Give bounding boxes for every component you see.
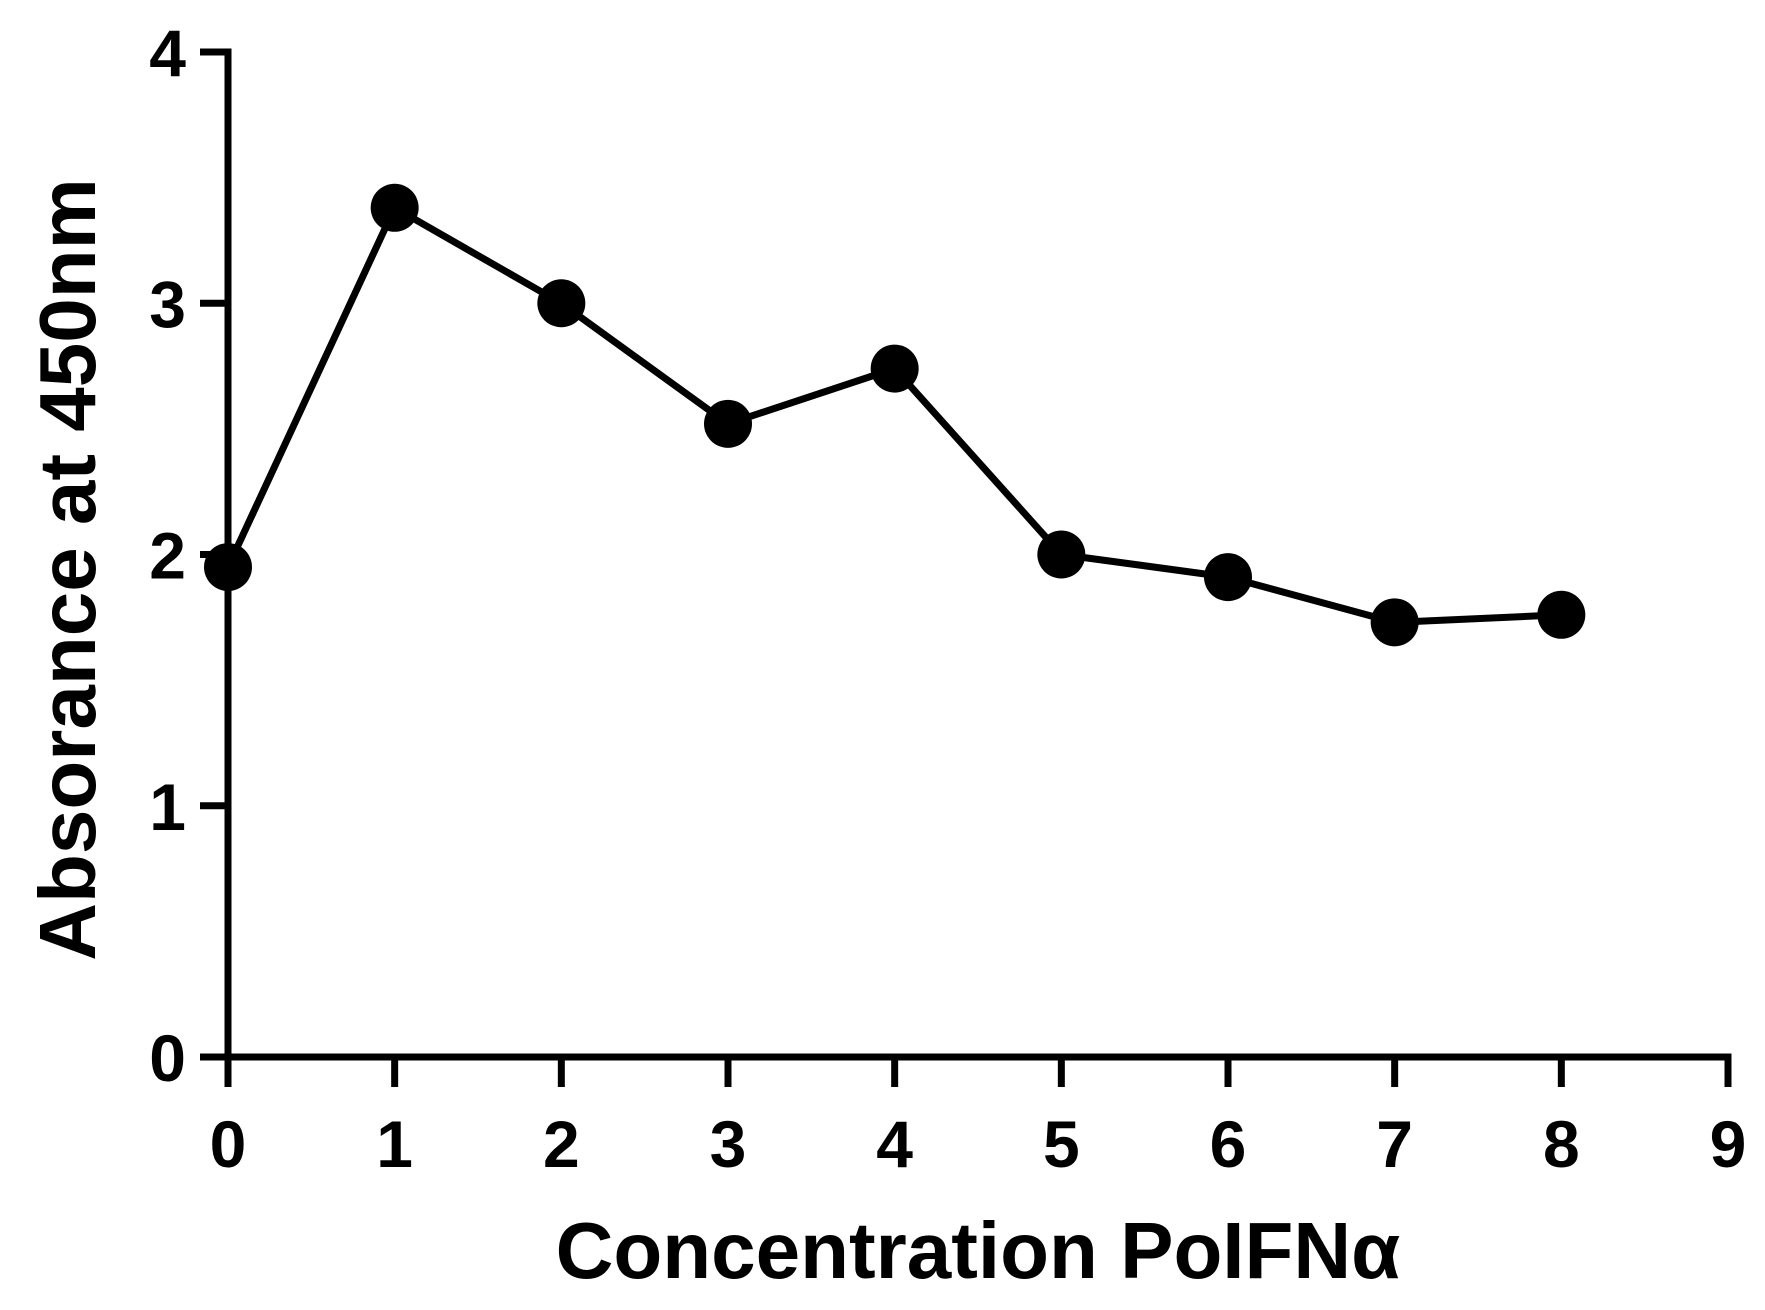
data-point [370, 183, 419, 232]
x-axis-label: Concentration PoIFNα [556, 1206, 1401, 1295]
y-tick-label: 2 [149, 519, 186, 593]
data-point [537, 279, 586, 328]
x-tick-label: 7 [1376, 1107, 1413, 1181]
data-point [1204, 553, 1252, 602]
x-tick-label: 1 [376, 1107, 413, 1181]
y-tick-label: 0 [149, 1021, 186, 1095]
data-point [1370, 598, 1419, 647]
x-tick-label: 4 [876, 1107, 913, 1181]
x-tick-label: 9 [1710, 1107, 1747, 1181]
series-line [224, 204, 1562, 626]
series-group [204, 183, 1586, 647]
data-point [870, 344, 919, 393]
y-tick-label: 3 [149, 267, 186, 341]
axes [224, 48, 1732, 1061]
x-tick-label: 5 [1043, 1107, 1080, 1181]
x-tick-label: 2 [543, 1107, 580, 1181]
x-tick-label: 3 [710, 1107, 747, 1181]
y-tick-label: 4 [149, 16, 186, 90]
data-point [204, 543, 252, 592]
data-point [704, 399, 752, 448]
x-tick-label: 0 [210, 1107, 247, 1181]
y-axis-label: Absorance at 450nm [23, 178, 112, 961]
y-axis-ticks: 0 1 2 3 4 [149, 16, 228, 1095]
x-tick-label: 8 [1543, 1107, 1580, 1181]
x-axis-ticks: 0 1 2 3 4 5 6 7 8 9 [210, 1057, 1747, 1181]
y-tick-label: 1 [149, 770, 186, 844]
data-point [1537, 590, 1586, 639]
x-tick-label: 6 [1210, 1107, 1247, 1181]
data-point [1037, 530, 1086, 579]
